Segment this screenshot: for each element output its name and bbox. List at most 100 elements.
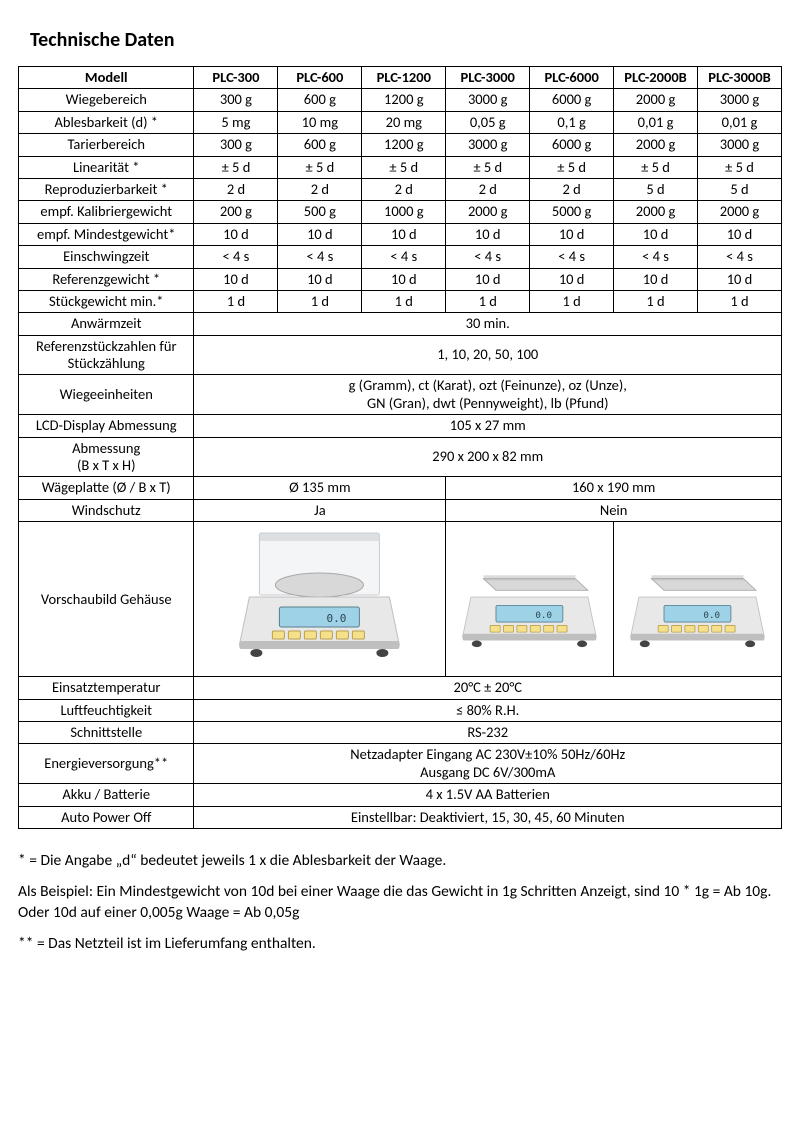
cell: ≤ 80% R.H. (194, 699, 782, 721)
cell: 3000 g (698, 89, 782, 111)
cell: 5 mg (194, 111, 278, 133)
row-label: Wiegeeinheiten (19, 375, 194, 415)
cell: 10 d (278, 223, 362, 245)
footnotes: * = Die Angabe „d“ bedeutet jeweils 1 x … (18, 851, 782, 955)
col-header: Modell (19, 67, 194, 89)
cell: 1 d (362, 290, 446, 312)
row-label: Linearität * (19, 156, 194, 178)
svg-text:0.0: 0.0 (536, 610, 553, 621)
cell: 0,01 g (698, 111, 782, 133)
cell: Ø 135 mm (194, 477, 446, 499)
row-label: Einsatztemperatur (19, 677, 194, 699)
cell: 10 d (278, 268, 362, 290)
cell: 1 d (194, 290, 278, 312)
row-label: Abmessung(B x T x H) (19, 437, 194, 477)
scale-illustration: 0.0 (198, 527, 441, 667)
cell: 10 d (194, 223, 278, 245)
svg-text:0.0: 0.0 (327, 612, 347, 625)
cell: 10 mg (278, 111, 362, 133)
cell: 2 d (362, 178, 446, 200)
row-label: Luftfeuchtigkeit (19, 699, 194, 721)
row-label: empf. Kalibriergewicht (19, 201, 194, 223)
cell: ± 5 d (278, 156, 362, 178)
cell: 1 d (614, 290, 698, 312)
cell: 2000 g (446, 201, 530, 223)
svg-text:0.0: 0.0 (704, 610, 721, 621)
cell: 10 d (362, 223, 446, 245)
cell: 5000 g (530, 201, 614, 223)
cell: Ja (194, 499, 446, 521)
cell: 3000 g (446, 89, 530, 111)
cell: < 4 s (446, 246, 530, 268)
row-label: Vorschaubild Gehäuse (19, 522, 194, 677)
cell: Einstellbar: Deaktiviert, 15, 30, 45, 60… (194, 806, 782, 828)
cell: g (Gramm), ct (Karat), ozt (Feinunze), o… (194, 375, 782, 415)
cell: 10 d (446, 223, 530, 245)
footnote-line: Als Beispiel: Ein Mindestgewicht von 10d… (18, 882, 782, 924)
cell: 10 d (698, 223, 782, 245)
cell: ± 5 d (194, 156, 278, 178)
cell: < 4 s (362, 246, 446, 268)
cell: 10 d (194, 268, 278, 290)
cell: 500 g (278, 201, 362, 223)
scale-illustration: 0.0 (618, 527, 777, 667)
cell: 1, 10, 20, 50, 100 (194, 335, 782, 375)
cell: 10 d (530, 268, 614, 290)
cell: 10 d (614, 223, 698, 245)
row-label: Schnittstelle (19, 721, 194, 743)
cell: Netzadapter Eingang AC 230V±10% 50Hz/60H… (194, 744, 782, 784)
row-label: Wägeplatte (Ø / B x T) (19, 477, 194, 499)
cell: 10 d (614, 268, 698, 290)
cell: 300 g (194, 89, 278, 111)
cell: 10 d (446, 268, 530, 290)
cell: 1 d (530, 290, 614, 312)
cell: 10 d (362, 268, 446, 290)
cell: 2 d (446, 178, 530, 200)
cell: 2000 g (614, 134, 698, 156)
cell: 6000 g (530, 89, 614, 111)
cell: 200 g (194, 201, 278, 223)
row-label: Wiegebereich (19, 89, 194, 111)
cell: 1000 g (362, 201, 446, 223)
cell: 300 g (194, 134, 278, 156)
footnote-line: ** = Das Netzteil ist im Lieferumfang en… (18, 934, 782, 955)
cell: 10 d (530, 223, 614, 245)
cell: 0,05 g (446, 111, 530, 133)
cell: 2 d (530, 178, 614, 200)
cell: 2000 g (614, 201, 698, 223)
cell: < 4 s (614, 246, 698, 268)
cell: 160 x 190 mm (446, 477, 782, 499)
cell: < 4 s (698, 246, 782, 268)
cell: 0,1 g (530, 111, 614, 133)
cell: ± 5 d (614, 156, 698, 178)
row-label: Stückgewicht min.* (19, 290, 194, 312)
cell: < 4 s (278, 246, 362, 268)
cell: 1 d (698, 290, 782, 312)
cell: 4 x 1.5V AA Batterien (194, 784, 782, 806)
cell: 20°C ± 20°C (194, 677, 782, 699)
cell: ± 5 d (698, 156, 782, 178)
scale-illustration: 0.0 (450, 527, 609, 667)
row-label: Akku / Batterie (19, 784, 194, 806)
cell: 290 x 200 x 82 mm (194, 437, 782, 477)
cell: 3000 g (698, 134, 782, 156)
cell: 1200 g (362, 89, 446, 111)
cell: 2000 g (614, 89, 698, 111)
row-label: Tarierbereich (19, 134, 194, 156)
row-label: Auto Power Off (19, 806, 194, 828)
preview-image-cell: 0.0 (614, 522, 782, 677)
col-header: PLC-3000B (698, 67, 782, 89)
cell: 5 d (614, 178, 698, 200)
row-label: Windschutz (19, 499, 194, 521)
cell: 2 d (278, 178, 362, 200)
cell: 1 d (446, 290, 530, 312)
cell: 2 d (194, 178, 278, 200)
row-label: empf. Mindestgewicht* (19, 223, 194, 245)
page-title: Technische Daten (30, 28, 782, 52)
cell: 105 x 27 mm (194, 415, 782, 437)
cell: 20 mg (362, 111, 446, 133)
cell: 2000 g (698, 201, 782, 223)
cell: 0,01 g (614, 111, 698, 133)
cell: Nein (446, 499, 782, 521)
cell: 5 d (698, 178, 782, 200)
